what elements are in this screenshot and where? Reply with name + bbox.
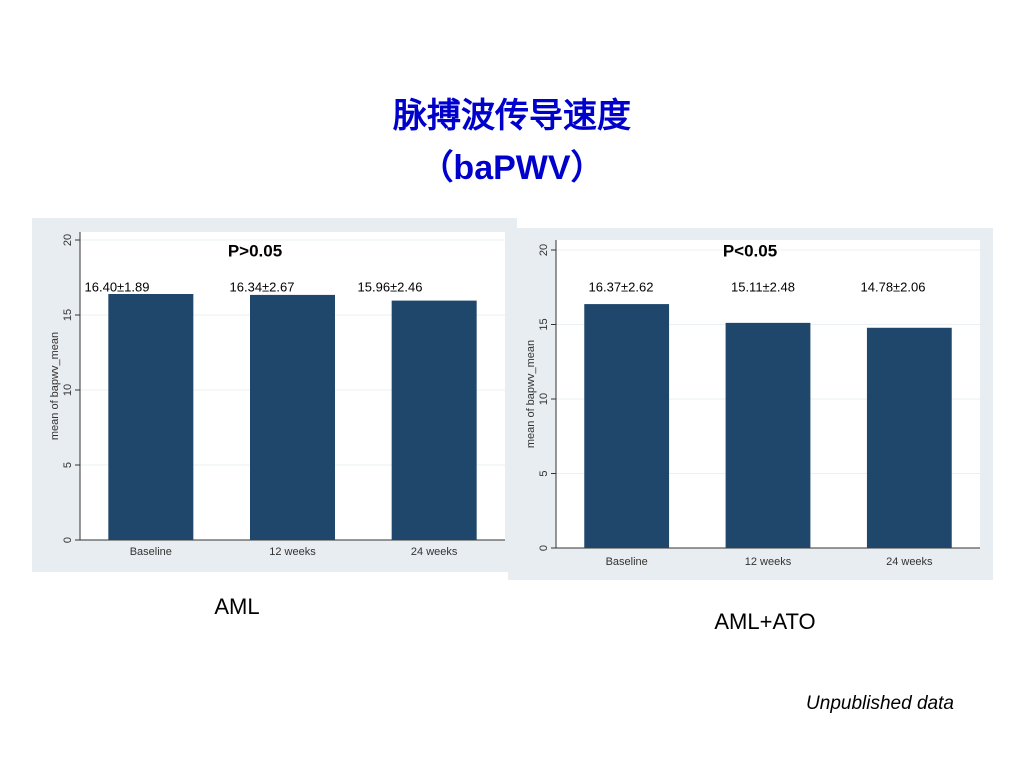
bar bbox=[725, 322, 811, 548]
slide-subtitle: （baPWV） bbox=[419, 148, 604, 187]
bar bbox=[866, 327, 952, 548]
x-tick-label: Baseline bbox=[130, 546, 172, 558]
footnote: Unpublished data bbox=[806, 693, 954, 714]
value-label: 14.78±2.06 bbox=[861, 279, 926, 294]
y-tick-label: 10 bbox=[62, 384, 74, 396]
y-tick-label: 10 bbox=[538, 393, 550, 405]
x-tick-label: 24 weeks bbox=[886, 556, 933, 568]
slide-title: 脉搏波传导速度 bbox=[393, 97, 631, 135]
bar bbox=[584, 304, 670, 548]
annotation: P<0.05 bbox=[723, 241, 777, 260]
y-tick-label: 0 bbox=[538, 545, 550, 551]
y-tick-label: 20 bbox=[62, 234, 74, 246]
x-tick-label: 12 weeks bbox=[745, 556, 792, 568]
chart-caption: AML+ATO bbox=[714, 609, 815, 634]
y-axis-label: mean of bapwv_mean bbox=[49, 332, 61, 440]
y-tick-label: 20 bbox=[538, 244, 550, 256]
x-tick-label: 24 weeks bbox=[411, 546, 458, 558]
value-label: 16.37±2.62 bbox=[589, 279, 654, 294]
value-label: 16.40±1.89 bbox=[85, 279, 150, 294]
bar bbox=[391, 300, 477, 540]
value-label: 15.96±2.46 bbox=[358, 279, 423, 294]
y-tick-label: 0 bbox=[62, 537, 74, 543]
x-tick-label: Baseline bbox=[606, 556, 648, 568]
bar bbox=[108, 294, 194, 540]
annotation: P>0.05 bbox=[228, 241, 282, 260]
bar bbox=[250, 294, 335, 540]
value-label: 15.11±2.48 bbox=[731, 279, 795, 294]
chart-caption: AML bbox=[214, 594, 259, 619]
y-tick-label: 15 bbox=[62, 309, 74, 321]
value-label: 16.34±2.67 bbox=[230, 279, 295, 294]
y-tick-label: 5 bbox=[62, 462, 74, 468]
y-axis-label: mean of bapwv_mean bbox=[525, 340, 537, 448]
y-tick-label: 5 bbox=[538, 470, 550, 476]
x-tick-label: 12 weeks bbox=[269, 546, 316, 558]
y-tick-label: 15 bbox=[538, 318, 550, 330]
